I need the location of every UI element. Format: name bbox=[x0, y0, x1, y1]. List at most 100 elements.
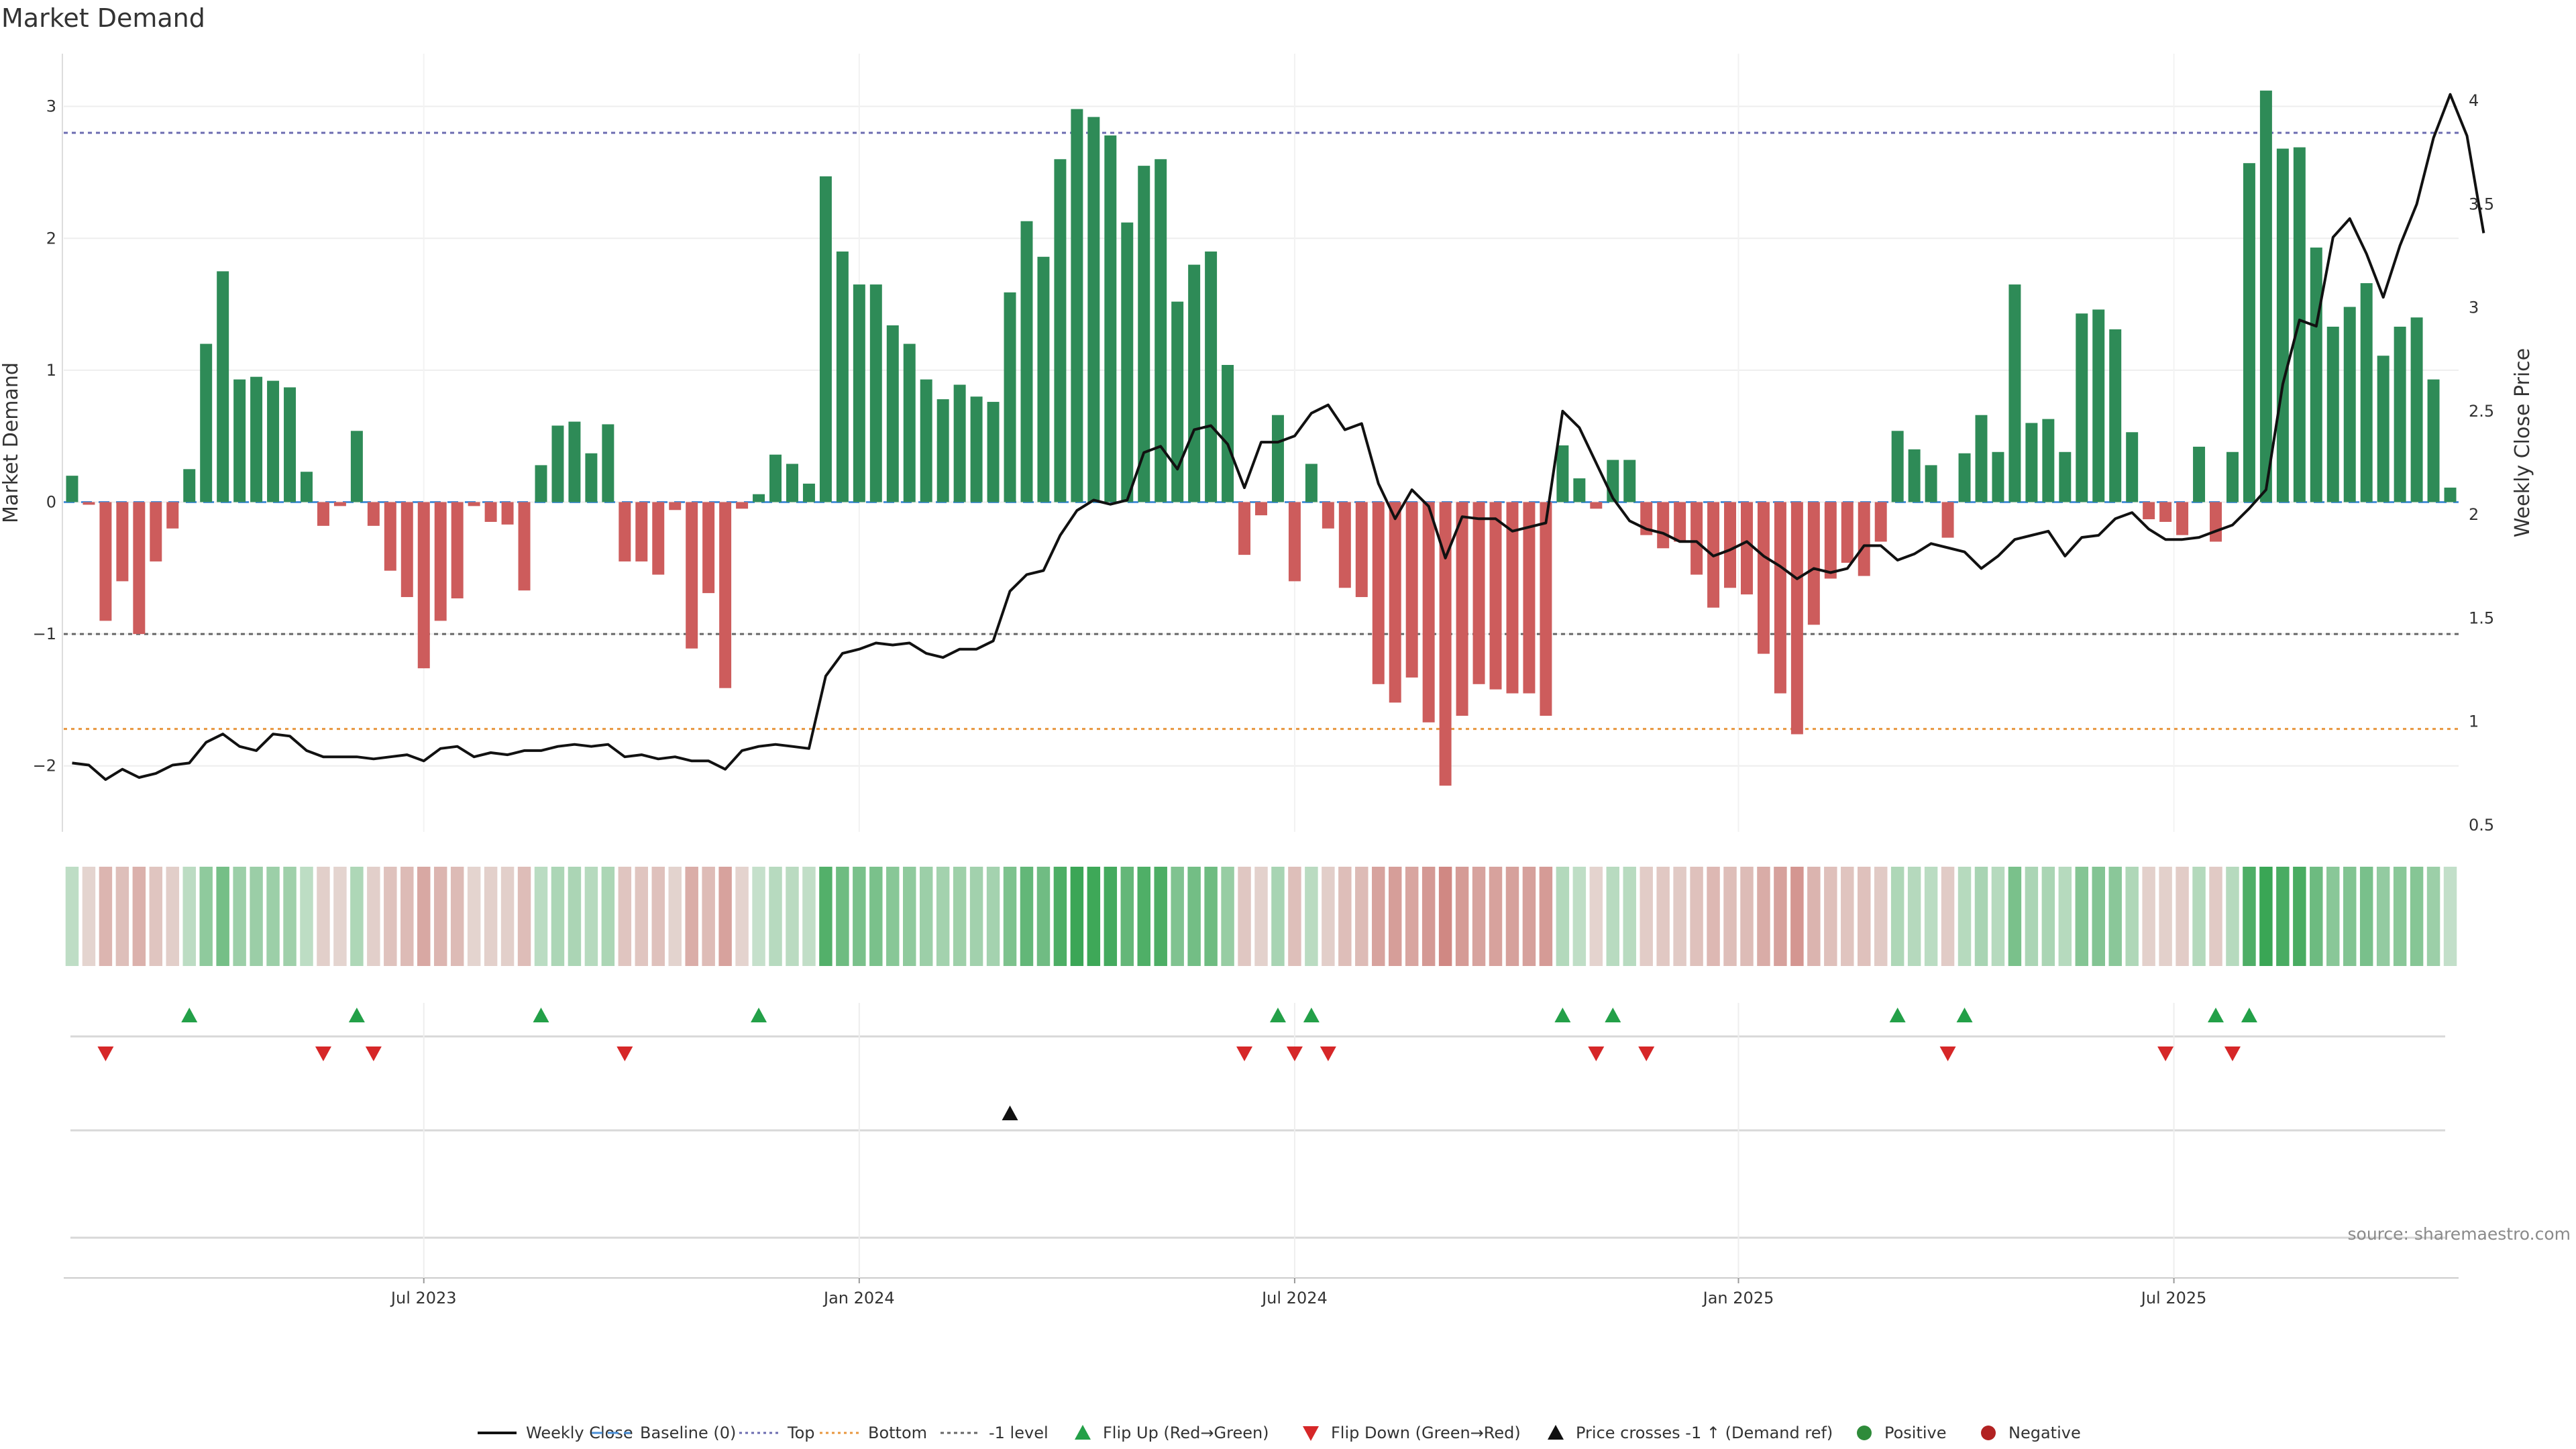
demand-bar bbox=[484, 502, 497, 522]
demand-bar bbox=[2059, 451, 2072, 502]
demand-bar bbox=[2092, 309, 2105, 502]
source-credit: source: sharemaestro.com bbox=[2348, 1224, 2571, 1244]
legend-label: Price crosses -1 ↑ (Demand ref) bbox=[1576, 1424, 1833, 1442]
demand-bar bbox=[936, 399, 949, 502]
y-tick-label: 3 bbox=[46, 97, 56, 116]
heat-cell bbox=[2008, 867, 2022, 966]
y2-tick-label: 1.5 bbox=[2469, 608, 2494, 627]
heat-cell bbox=[233, 867, 246, 966]
heat-cell bbox=[786, 867, 799, 966]
heat-cell bbox=[1757, 867, 1770, 966]
demand-bar bbox=[1138, 166, 1150, 502]
legend-item: Baseline (0) bbox=[592, 1424, 736, 1442]
demand-bar bbox=[1222, 365, 1234, 502]
heat-cell bbox=[2025, 867, 2039, 966]
demand-bar bbox=[1740, 502, 1753, 595]
y2-tick-label: 3 bbox=[2469, 299, 2479, 317]
demand-bar bbox=[903, 343, 916, 502]
demand-bar bbox=[1456, 502, 1468, 716]
heat-cell bbox=[1171, 867, 1184, 966]
legend-label: -1 level bbox=[989, 1424, 1049, 1442]
heat-cell bbox=[2125, 867, 2139, 966]
legend-swatch bbox=[1857, 1426, 1872, 1440]
heat-cell bbox=[199, 867, 213, 966]
demand-bar bbox=[1657, 502, 1670, 549]
heat-cell bbox=[384, 867, 397, 966]
demand-bar bbox=[451, 502, 464, 598]
heat-cell bbox=[685, 867, 698, 966]
demand-bar bbox=[669, 502, 682, 511]
legend-label: Bottom bbox=[868, 1424, 927, 1442]
flip-down-marker bbox=[365, 1046, 382, 1061]
demand-bar bbox=[1104, 135, 1117, 502]
demand-bar bbox=[2193, 446, 2206, 502]
heat-cell bbox=[584, 867, 598, 966]
heat-cell bbox=[819, 867, 833, 966]
demand-bar bbox=[836, 251, 849, 502]
flip-up-marker bbox=[2208, 1008, 2224, 1022]
x-tick-label: Jul 2023 bbox=[390, 1289, 457, 1307]
heat-cell bbox=[2359, 867, 2373, 966]
y2-tick-label: 2 bbox=[2469, 505, 2479, 524]
heat-cell bbox=[1405, 867, 1419, 966]
heat-cell bbox=[1556, 867, 1570, 966]
demand-bar bbox=[1171, 301, 1184, 502]
y2-axis-label: Weekly Close Price bbox=[2511, 348, 2534, 537]
demand-bar bbox=[1205, 251, 1218, 502]
heat-cell bbox=[2293, 867, 2306, 966]
demand-bar bbox=[1573, 478, 1586, 502]
legend-item: Price crosses -1 ↑ (Demand ref) bbox=[1548, 1424, 1833, 1442]
heat-cell bbox=[1673, 867, 1686, 966]
legend-swatch bbox=[1303, 1426, 1319, 1441]
heat-cell bbox=[1305, 867, 1318, 966]
demand-bar bbox=[2025, 423, 2038, 502]
heat-cell bbox=[1740, 867, 1754, 966]
legend-label: Negative bbox=[2008, 1424, 2081, 1442]
heat-cell bbox=[1087, 867, 1101, 966]
demand-bar bbox=[83, 502, 95, 505]
demand-bar bbox=[1155, 159, 1167, 502]
demand-bar bbox=[1790, 502, 1803, 735]
demand-bar bbox=[2326, 326, 2339, 502]
heat-cell bbox=[836, 867, 849, 966]
heat-cell bbox=[82, 867, 96, 966]
heat-cell bbox=[1104, 867, 1118, 966]
demand-bar bbox=[736, 502, 749, 509]
y-tick-label: 0 bbox=[46, 492, 56, 511]
heat-cell bbox=[1974, 867, 1988, 966]
demand-bar bbox=[1724, 502, 1737, 588]
demand-bar bbox=[819, 176, 832, 502]
demand-bar bbox=[1690, 502, 1703, 575]
heat-cell bbox=[2243, 867, 2256, 966]
demand-bar bbox=[233, 379, 246, 502]
flip-down-marker bbox=[97, 1046, 114, 1061]
event-markers-panel bbox=[64, 1003, 2459, 1279]
heat-cell bbox=[1154, 867, 1167, 966]
demand-bar bbox=[953, 384, 966, 502]
heat-cell bbox=[651, 867, 665, 966]
demand-bar bbox=[350, 431, 363, 502]
heat-cell bbox=[1322, 867, 1335, 966]
y2-tick-label: 2.5 bbox=[2469, 402, 2494, 421]
demand-bar bbox=[1958, 453, 1971, 502]
heat-cell bbox=[1924, 867, 1938, 966]
heat-cell bbox=[1388, 867, 1402, 966]
demand-bar bbox=[1305, 464, 1318, 502]
heat-cell bbox=[1271, 867, 1285, 966]
flip-up-marker bbox=[1956, 1008, 1973, 1022]
heat-cell bbox=[2259, 867, 2273, 966]
heat-cell bbox=[1572, 867, 1587, 966]
heat-cell bbox=[1640, 867, 1653, 966]
demand-bar bbox=[1807, 502, 1820, 625]
heat-cell bbox=[2159, 867, 2172, 966]
demand-bar bbox=[970, 396, 983, 502]
heat-cell bbox=[1539, 867, 1553, 966]
x-axis: Jul 2023 Jan 2024 Jul 2024 Jan 2025 Jul 2025 bbox=[390, 1278, 2206, 1307]
demand-bar bbox=[568, 421, 581, 502]
heat-cell bbox=[1120, 867, 1134, 966]
legend-item: Bottom bbox=[820, 1424, 927, 1442]
legend-label: Positive bbox=[1884, 1424, 1947, 1442]
heat-cell bbox=[1505, 867, 1519, 966]
right-y-axis: 0.5 1 1.5 2 2.5 3 3.5 4 bbox=[2469, 91, 2494, 835]
demand-bar bbox=[183, 469, 196, 502]
